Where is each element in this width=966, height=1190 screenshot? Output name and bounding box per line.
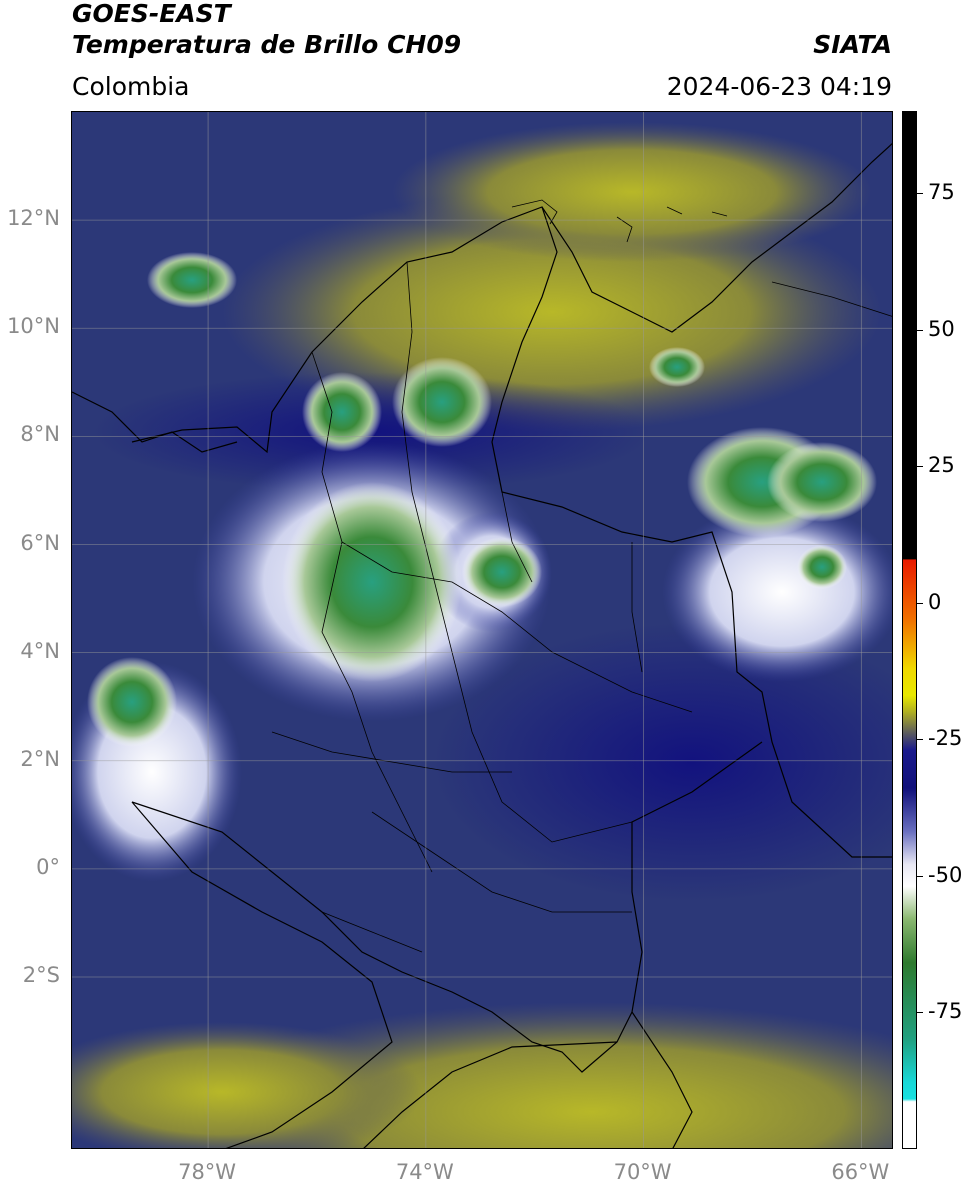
- colorbar-tick-label: 0: [928, 589, 942, 614]
- cold-top-llanos: [462, 537, 542, 607]
- cold-top-northeast: [392, 357, 492, 447]
- lat-tick-label: 12°N: [7, 206, 60, 231]
- timestamp-label: 2024-06-23 04:19: [666, 72, 892, 101]
- cold-top-venezuela-b: [767, 442, 877, 522]
- country-borders: [72, 143, 892, 1148]
- satellite-title: GOES-EAST: [72, 0, 231, 28]
- lat-tick-label: 2°S: [22, 963, 60, 987]
- brand-label: SIATA: [813, 30, 892, 59]
- ecuador-border: [131, 801, 393, 1148]
- colorbar-tick-label: -25: [928, 726, 963, 751]
- warm-region-north: [392, 122, 872, 262]
- anvil-venezuela: [662, 502, 892, 682]
- colorbar-tick-label: 75: [928, 179, 955, 204]
- colorbar-tick-label: -75: [928, 999, 963, 1024]
- lat-tick-label: 6°N: [20, 530, 60, 555]
- cold-top-venezuela-c: [649, 347, 705, 387]
- colorbar-tick-mark: [917, 329, 923, 331]
- cold-top-north: [302, 372, 382, 452]
- lat-tick-label: 0°: [36, 854, 60, 879]
- colorbar-tick-label: -50: [928, 862, 963, 887]
- lon-tick-label: 70°W: [613, 1160, 672, 1184]
- satellite-map: [71, 111, 893, 1149]
- department-borders: [271, 261, 693, 953]
- lon-tick-label: 74°W: [395, 1160, 454, 1184]
- colorbar-tick-mark: [917, 739, 923, 741]
- lat-tick-label: 10°N: [7, 314, 60, 339]
- cold-top-caribbean: [147, 252, 237, 308]
- lat-tick-label: 8°N: [20, 422, 60, 447]
- colorbar: [902, 111, 917, 1149]
- peru-brazil-border: [363, 1011, 693, 1148]
- region-label: Colombia: [72, 72, 190, 101]
- colorbar-tick-mark: [917, 875, 923, 877]
- map-canvas: [72, 112, 892, 1148]
- warm-region-southwest: [72, 1022, 422, 1148]
- cold-belt-east: [432, 622, 892, 902]
- lat-tick-label: 2°N: [20, 746, 60, 771]
- venezuela-border: [541, 143, 892, 333]
- cold-top-pacific: [87, 657, 177, 747]
- colorbar-tick-mark: [917, 602, 923, 604]
- colorbar-tick-mark: [917, 466, 923, 468]
- lon-tick-label: 78°W: [178, 1160, 237, 1184]
- gridlines: [72, 112, 892, 1148]
- colombia-border: [131, 206, 892, 1073]
- cold-top-east: [797, 545, 847, 589]
- product-title: Temperatura de Brillo CH09: [72, 30, 462, 59]
- cold-top-central: [282, 482, 462, 682]
- lon-tick-label: 66°W: [831, 1160, 890, 1184]
- lat-tick-label: 4°N: [20, 638, 60, 663]
- colorbar-tick-mark: [917, 1012, 923, 1014]
- colorbar-tick-label: 25: [928, 453, 955, 478]
- colorbar-tick-label: 50: [928, 316, 955, 341]
- colorbar-tick-mark: [917, 192, 923, 194]
